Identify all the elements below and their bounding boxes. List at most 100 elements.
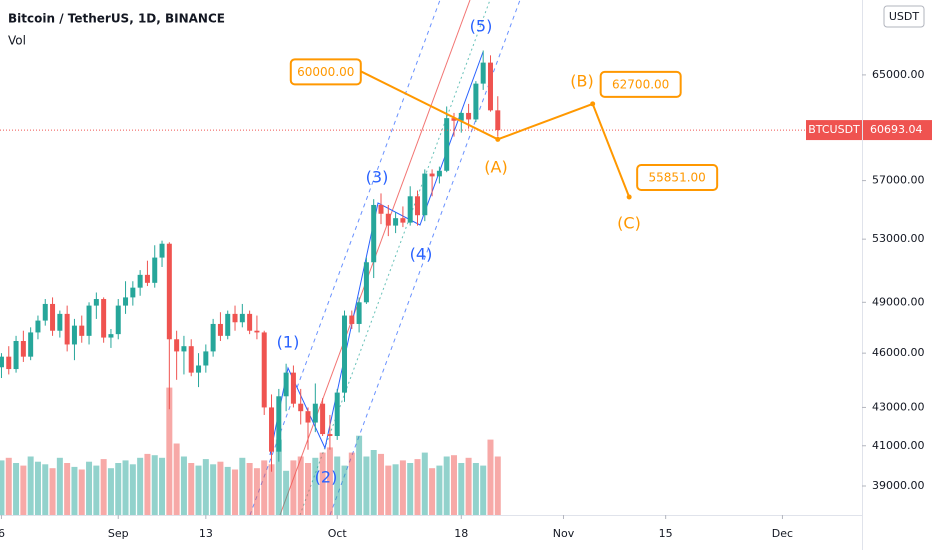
currency: USDT: [889, 10, 920, 23]
volume-bar: [465, 457, 472, 515]
volume-bar: [290, 460, 297, 515]
candle-body: [349, 315, 355, 324]
candle-body: [115, 305, 121, 335]
volume-bar: [210, 464, 217, 515]
y-tick-label: 46000.00: [872, 346, 925, 359]
volume-bar: [348, 452, 355, 515]
volume-bar: [283, 470, 290, 515]
wave-label: (5): [470, 17, 493, 36]
candle-body: [378, 204, 384, 214]
volume-bar: [5, 457, 12, 515]
candle-body: [130, 287, 136, 298]
corrective-label: (A): [484, 158, 507, 177]
candle-body: [6, 356, 12, 370]
volume-bar: [275, 439, 282, 515]
candle-body: [407, 196, 413, 223]
volume-bar: [450, 455, 457, 515]
candle-body: [35, 320, 41, 333]
wave-label: (2): [315, 468, 338, 487]
volume-bar: [159, 457, 166, 515]
y-tick-label: 53000.00: [872, 232, 925, 245]
wave-label: (1): [277, 333, 300, 352]
candle-body: [13, 340, 19, 370]
candle-body: [312, 403, 318, 423]
volume-bar: [305, 463, 312, 515]
candle-body: [276, 396, 282, 452]
candle-body: [305, 411, 311, 423]
candle-body: [269, 407, 275, 452]
candle-body: [188, 346, 194, 373]
volume-bar: [414, 459, 421, 515]
y-tick-label: 49000.00: [872, 295, 925, 308]
volume-bar: [341, 465, 348, 515]
candle-body: [210, 323, 216, 352]
x-tick-label: Nov: [553, 527, 575, 540]
candle-body: [247, 313, 253, 331]
volume-bar: [224, 466, 231, 515]
x-tick-label: 6: [0, 527, 5, 540]
candle-body: [64, 313, 70, 345]
candle-body: [290, 372, 296, 404]
volume-bar: [319, 452, 326, 515]
candle-body: [123, 297, 129, 306]
label-connector: [360, 70, 499, 141]
candle-body: [487, 62, 493, 111]
projection-point: [626, 194, 632, 200]
volume-bar: [122, 460, 129, 515]
candle-body: [400, 218, 406, 223]
candle-body: [86, 305, 92, 336]
candle-body: [283, 372, 289, 397]
volume-bar: [334, 456, 341, 515]
symbol-box: [806, 120, 862, 141]
candle-body: [108, 334, 114, 338]
candle-body: [79, 325, 85, 336]
volume-bar: [0, 460, 5, 515]
volume-bar: [195, 465, 202, 515]
candle-body: [451, 118, 457, 121]
volume-bar: [107, 468, 114, 515]
x-tick-label: Oct: [328, 527, 348, 540]
candle-body: [203, 351, 209, 366]
last-price-box: [863, 120, 932, 141]
chart-title: Bitcoin / TetherUS, 1D, BINANCE: [8, 12, 225, 26]
volume-bar: [151, 455, 158, 515]
channel-line: [249, 0, 441, 516]
x-tick-label: 13: [199, 527, 213, 540]
volume-bar: [42, 464, 49, 515]
volume-bar: [480, 465, 487, 515]
candle-body: [181, 346, 187, 352]
candle-body: [239, 313, 245, 323]
volume-bar: [399, 460, 406, 515]
currency-box: [883, 5, 925, 28]
candle-body: [28, 332, 34, 357]
volume-bar: [443, 456, 450, 515]
candle-body: [42, 303, 48, 321]
wave-label: (4): [410, 245, 433, 264]
y-tick-label: 41000.00: [872, 439, 925, 452]
candle-body: [458, 112, 464, 121]
candle-body: [414, 196, 420, 216]
volume-bar: [458, 463, 465, 515]
x-tick-label: Dec: [772, 527, 793, 540]
candle-body: [436, 170, 442, 177]
volume-bar: [261, 460, 268, 515]
volume-bar: [20, 465, 27, 515]
price-box-label: 55851.00: [649, 170, 706, 184]
candle-body: [57, 313, 63, 331]
volume-bar: [312, 457, 319, 515]
volume-bar: [356, 435, 363, 515]
x-tick-label: Sep: [108, 527, 129, 540]
x-tick-label: 15: [659, 527, 673, 540]
candle-body: [473, 83, 479, 120]
volume-bar: [166, 387, 173, 515]
volume-bar: [326, 447, 333, 515]
candle-body: [371, 204, 377, 263]
corrective-label: (B): [570, 72, 593, 91]
volume-bar: [202, 459, 209, 515]
candle-body: [320, 403, 326, 435]
price-box: [599, 70, 682, 98]
candle-body: [261, 332, 267, 408]
volume-bar: [246, 463, 253, 515]
candle-body: [327, 434, 333, 437]
candle-body: [225, 313, 231, 336]
